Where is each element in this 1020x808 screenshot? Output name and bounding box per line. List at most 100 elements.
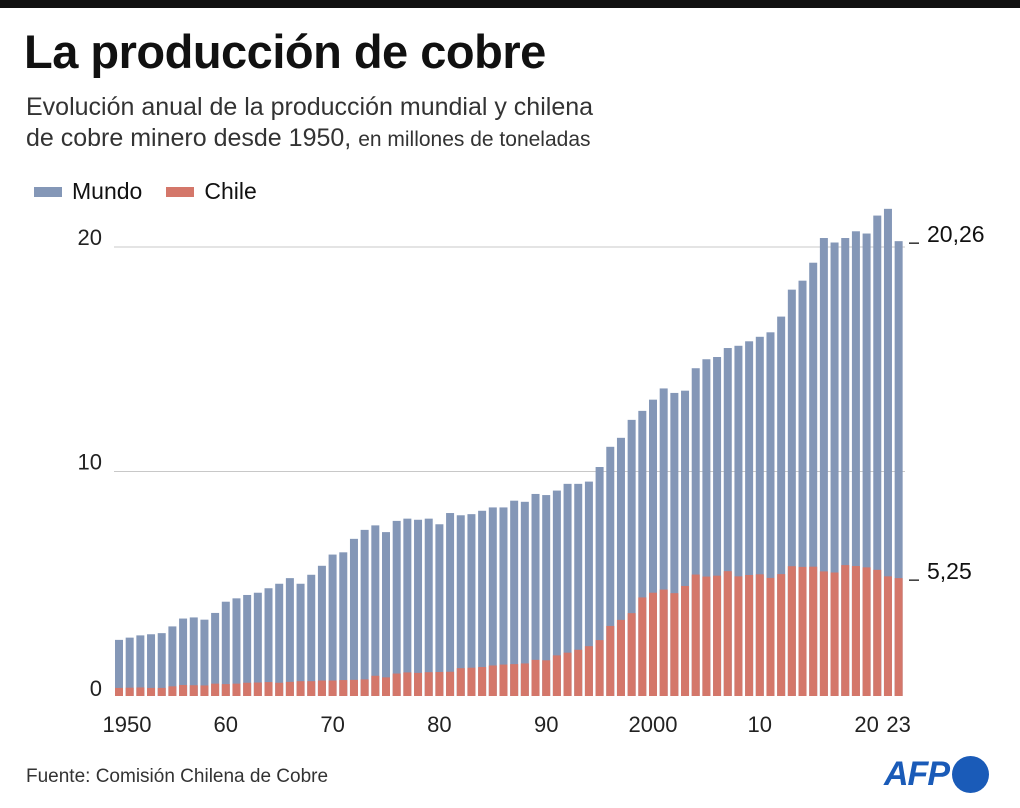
bar-chile-1961 (232, 683, 241, 696)
legend-item-chile: Chile (166, 178, 257, 205)
bar-mundo-1967 (296, 583, 305, 696)
bar-chile-2020 (862, 567, 871, 696)
bar-chile-1992 (563, 652, 572, 696)
bar-chile-1990 (542, 660, 551, 696)
bar-mundo-1960 (221, 601, 230, 696)
bar-mundo-1983 (467, 514, 476, 696)
subtitle-line-1: Evolución anual de la producción mundial… (26, 93, 594, 121)
bar-mundo-2012 (777, 316, 786, 696)
bar-mundo-1996 (606, 446, 615, 696)
bar-mundo-1998 (627, 419, 636, 696)
bar-mundo-2008 (734, 345, 743, 696)
bar-chile-1970 (328, 680, 337, 696)
bar-chile-1978 (414, 672, 423, 696)
bar-chile-2016 (819, 571, 828, 696)
bar-mundo-1959 (211, 612, 220, 696)
bar-chile-2008 (734, 576, 743, 696)
bar-mundo-1993 (574, 483, 583, 696)
bar-mundo-1962 (243, 594, 252, 696)
bar-mundo-1952 (136, 635, 145, 696)
bar-mundo-1969 (317, 565, 326, 696)
annotation-label-chile: 5,25 (927, 558, 972, 584)
bar-mundo-1968 (307, 574, 316, 696)
bar-mundo-2010 (755, 336, 764, 696)
bar-mundo-1966 (285, 578, 294, 696)
bar-chile-2013 (787, 566, 796, 696)
bar-mundo-2001 (659, 388, 668, 696)
legend: Mundo Chile (34, 178, 281, 205)
x-tick-label: 23 (886, 712, 910, 737)
bar-chile-2002 (670, 593, 679, 696)
bar-chile-1983 (467, 667, 476, 696)
bar-chile-1982 (456, 668, 465, 696)
bar-mundo-1988 (520, 501, 529, 696)
bar-mundo-1987 (510, 500, 519, 696)
bar-chile-2010 (755, 574, 764, 696)
bar-chile-2012 (777, 574, 786, 696)
bar-chile-1964 (264, 682, 273, 696)
bar-chile-1967 (296, 681, 305, 696)
y-tick-label: 10 (78, 450, 102, 475)
bar-mundo-1984 (478, 510, 487, 696)
bar-chile-1955 (168, 686, 177, 696)
legend-swatch-mundo (34, 186, 62, 197)
bar-mundo-2005 (702, 359, 711, 696)
annotation-label-mundo: 20,26 (927, 221, 985, 247)
bar-chile-1973 (360, 679, 369, 696)
bar-chile-2017 (830, 572, 839, 696)
bar-chile-2022 (883, 576, 892, 696)
bar-mundo-2017 (830, 242, 839, 696)
bar-mundo-2013 (787, 289, 796, 696)
bar-chile-1951 (125, 687, 134, 696)
y-tick-label: 0 (90, 676, 102, 701)
bar-mundo-2003 (681, 390, 690, 696)
bar-chile-1977 (403, 672, 412, 696)
bar-chile-1969 (317, 680, 326, 696)
bar-chile-2004 (691, 574, 700, 696)
legend-label-chile: Chile (204, 178, 257, 204)
bar-chile-1956 (179, 684, 188, 696)
bar-chile-1962 (243, 682, 252, 696)
bar-chile-2014 (798, 566, 807, 696)
subtitle-line-2: de cobre minero desde 1950, (26, 124, 352, 152)
x-tick-label: 80 (427, 712, 451, 737)
bar-mundo-1951 (125, 637, 134, 696)
bar-chile-1971 (339, 680, 348, 696)
bar-chile-1968 (307, 681, 316, 696)
bar-mundo-1977 (403, 518, 412, 696)
bar-mundo-1965 (275, 583, 284, 696)
bar-chile-1991 (552, 655, 561, 696)
bar-chile-1953 (147, 687, 156, 696)
bar-mundo-1973 (360, 529, 369, 696)
bar-mundo-1982 (456, 515, 465, 696)
bar-mundo-1999 (638, 410, 647, 696)
bar-mundo-2002 (670, 392, 679, 696)
bar-chile-1987 (510, 664, 519, 696)
x-tick-label: 20 (854, 712, 878, 737)
bar-mundo-1992 (563, 483, 572, 696)
x-tick-label: 2000 (629, 712, 678, 737)
bar-chile-1988 (520, 663, 529, 696)
bar-mundo-1991 (552, 490, 561, 696)
afp-logo-circle-icon (952, 756, 989, 793)
bar-chile-1996 (606, 625, 615, 696)
bar-mundo-2004 (691, 368, 700, 696)
bar-chile-2001 (659, 589, 668, 696)
bar-mundo-1961 (232, 598, 241, 696)
bar-mundo-1975 (382, 532, 390, 696)
bar-mundo-1950 (115, 639, 123, 696)
bar-mundo-1972 (349, 538, 358, 696)
bar-chile-1989 (531, 659, 540, 696)
bar-mundo-1989 (531, 493, 540, 696)
bar-mundo-2009 (745, 341, 754, 696)
bar-mundo-1957 (189, 617, 198, 696)
bar-mundo-1954 (157, 633, 166, 696)
bar-mundo-2016 (819, 238, 828, 696)
x-tick-label: 90 (534, 712, 558, 737)
bar-mundo-1985 (488, 507, 497, 696)
bar-mundo-1976 (392, 520, 401, 696)
bar-mundo-2011 (766, 332, 775, 696)
afp-logo: AFP (884, 755, 989, 794)
bar-mundo-1955 (168, 626, 177, 696)
bar-mundo-2000 (649, 399, 657, 696)
